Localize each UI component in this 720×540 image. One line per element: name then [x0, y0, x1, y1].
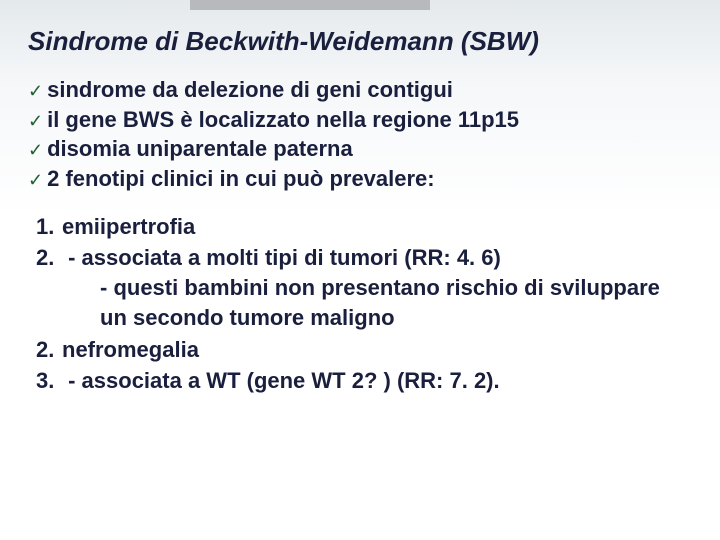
item-text: emiipertrofia — [62, 214, 195, 239]
item-text: nefromegalia — [62, 337, 199, 362]
slide-container: Sindrome di Beckwith-Weidemann (SBW) sin… — [0, 0, 720, 396]
item-number: 1. — [36, 212, 62, 242]
top-accent-bar — [190, 0, 430, 10]
numbered-list: 1.emiipertrofia 2. - associata a molti t… — [28, 212, 692, 396]
check-item: sindrome da delezione di geni contigui — [28, 75, 692, 105]
item-number: 2. — [36, 335, 62, 365]
check-item: 2 fenotipi clinici in cui può prevalere: — [28, 164, 692, 194]
numbered-item: 1.emiipertrofia — [36, 212, 692, 242]
numbered-item: 2. - associata a molti tipi di tumori (R… — [36, 243, 692, 332]
item-number: 2. — [36, 243, 62, 273]
check-item: il gene BWS è localizzato nella regione … — [28, 105, 692, 135]
item-text: - associata a molti tipi di tumori (RR: … — [62, 245, 501, 270]
item-continuation: - questi bambini non presentano rischio … — [68, 273, 692, 332]
check-bullet-list: sindrome da delezione di geni contigui i… — [28, 75, 692, 194]
check-item: disomia uniparentale paterna — [28, 134, 692, 164]
item-number: 3. — [36, 366, 62, 396]
item-text: - associata a WT (gene WT 2? ) (RR: 7. 2… — [62, 368, 500, 393]
numbered-item: 3. - associata a WT (gene WT 2? ) (RR: 7… — [36, 366, 692, 396]
numbered-item: 2.nefromegalia — [36, 335, 692, 365]
slide-title: Sindrome di Beckwith-Weidemann (SBW) — [28, 26, 692, 57]
